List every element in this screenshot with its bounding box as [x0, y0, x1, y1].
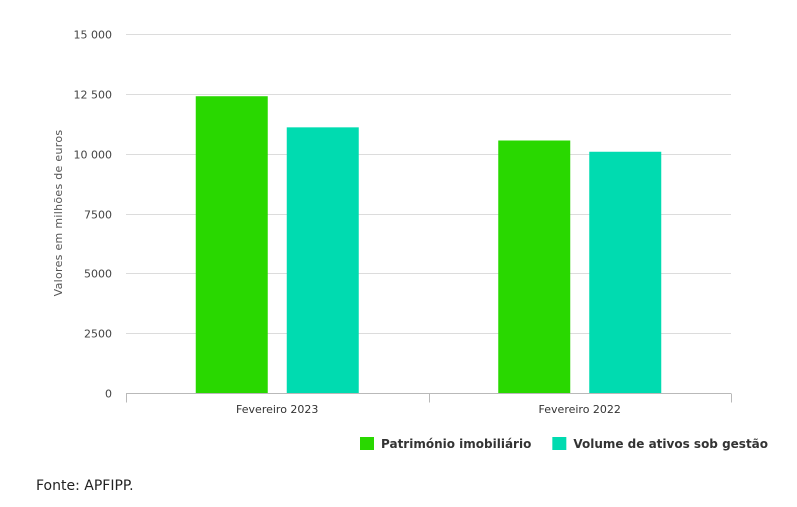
- bar: [498, 140, 571, 393]
- y-tick-label: 2500: [84, 328, 112, 341]
- legend-swatch: [552, 437, 567, 450]
- x-category-label: Fevereiro 2023: [236, 403, 318, 416]
- y-tick-label: 10 000: [74, 149, 113, 162]
- bar: [589, 151, 662, 393]
- legend: Património imobiliário Volume de ativos s…: [360, 437, 768, 451]
- legend-label: Volume de ativos sob gestão: [573, 437, 768, 451]
- bar: [195, 96, 268, 393]
- source-note: Fonte: APFIPP.: [36, 478, 134, 494]
- bars: [195, 96, 662, 393]
- legend-swatch: [360, 437, 374, 450]
- x-axis: Fevereiro 2023 Fevereiro 2022: [126, 393, 732, 416]
- y-axis-label: Valores em milhões de euros: [52, 130, 65, 297]
- bar: [286, 127, 359, 393]
- y-tick-label: 0: [105, 388, 112, 401]
- y-tick-label: 5000: [84, 268, 112, 281]
- y-axis-tick-labels: 0 2500 5000 7500 10 000 12 500 15 000: [74, 29, 113, 401]
- y-tick-label: 7500: [84, 209, 112, 222]
- legend-label: Património imobiliário: [381, 437, 531, 451]
- y-tick-label: 12 500: [74, 89, 113, 102]
- x-category-label: Fevereiro 2022: [539, 403, 621, 416]
- y-tick-label: 15 000: [74, 29, 113, 42]
